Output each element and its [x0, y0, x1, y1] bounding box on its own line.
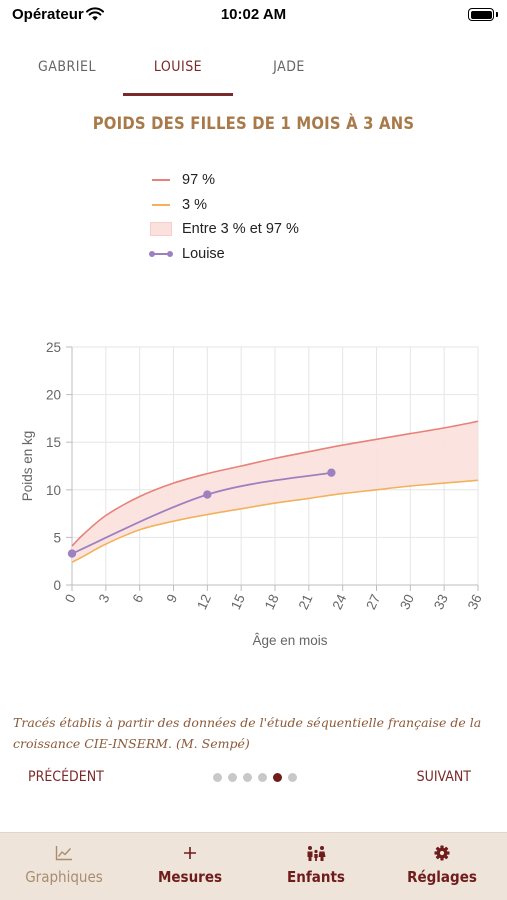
x-tick-label: 9 — [163, 592, 180, 605]
x-tick-label: 27 — [363, 592, 383, 612]
source-note: Tracés établis à partir des données de l… — [13, 715, 482, 751]
legend-swatch-3 — [150, 198, 172, 212]
chart-icon — [55, 846, 72, 861]
status-bar: Opérateur 10:02 AM — [0, 0, 507, 34]
page-dot[interactable] — [243, 773, 252, 782]
page-dot[interactable] — [213, 773, 222, 782]
child-tabs: GABRIEL LOUISE JADE — [12, 50, 346, 96]
plus-icon — [184, 847, 196, 859]
y-tick-label: 5 — [53, 530, 61, 545]
data-point-louise[interactable] — [203, 490, 212, 499]
battery-icon — [468, 8, 494, 21]
y-tick-label: 15 — [46, 435, 61, 450]
legend-label-louise: Louise — [182, 245, 225, 262]
y-axis-title: Poids en kg — [20, 431, 35, 502]
series-line-3 — [71, 479, 479, 563]
tabbar-label-graphiques: Graphiques — [25, 868, 103, 886]
x-tick-label: 21 — [296, 592, 316, 612]
chart-title: POIDS DES FILLES DE 1 MOIS À 3 ANS — [92, 114, 415, 133]
gear-icon — [434, 845, 450, 861]
x-tick-label: 30 — [397, 592, 417, 612]
pager: PRÉCÉDENT SUIVANT — [0, 767, 507, 791]
wifi-icon — [86, 7, 104, 21]
page-dot[interactable] — [288, 773, 297, 782]
chart-legend: 97 % 3 % Entre 3 % et 97 % Louise — [149, 168, 299, 267]
page-dot[interactable] — [258, 773, 267, 782]
legend-swatch-louise — [149, 247, 173, 261]
x-tick-label: 24 — [329, 591, 349, 611]
legend-item-3[interactable]: 3 % — [150, 193, 299, 218]
legend-swatch-band — [150, 222, 172, 237]
x-axis-title: Âge en mois — [252, 633, 327, 648]
legend-swatch-97 — [150, 173, 172, 187]
tab-bar: Graphiques Mesures Enfants — [0, 832, 507, 900]
legend-item-louise[interactable]: Louise — [149, 242, 299, 267]
page-dot[interactable] — [228, 773, 237, 782]
page-dot[interactable] — [273, 773, 282, 782]
data-point-louise[interactable] — [327, 468, 336, 477]
legend-item-97[interactable]: 97 % — [150, 168, 299, 193]
x-tick-label: 15 — [228, 592, 248, 612]
previous-button[interactable]: PRÉCÉDENT — [28, 769, 104, 785]
family-icon — [307, 846, 326, 861]
data-point-louise[interactable] — [67, 549, 77, 558]
tab-louise[interactable]: LOUISE — [153, 59, 203, 75]
y-tick-label: 25 — [46, 340, 61, 355]
series-line-97 — [71, 420, 479, 547]
x-tick-label: 33 — [431, 592, 451, 612]
y-tick-label: 10 — [46, 483, 61, 498]
tabbar-enfants[interactable]: Enfants — [253, 833, 379, 900]
legend-label-97: 97 % — [182, 172, 216, 189]
y-tick-label: 0 — [53, 578, 61, 593]
tabbar-label-mesures: Mesures — [157, 868, 223, 886]
next-button[interactable]: SUIVANT — [416, 769, 471, 785]
tabbar-mesures[interactable]: Mesures — [127, 833, 253, 900]
page-dots — [213, 773, 303, 785]
tab-gabriel[interactable]: GABRIEL — [38, 59, 96, 75]
carrier-label: Opérateur — [12, 6, 84, 23]
tabbar-graphiques[interactable]: Graphiques — [1, 833, 127, 900]
y-tick-label: 20 — [46, 388, 61, 403]
active-tab-indicator — [123, 93, 233, 96]
x-tick-label: 0 — [62, 592, 79, 605]
battery-tip — [496, 12, 498, 17]
x-tick-label: 18 — [262, 592, 282, 612]
clock-label: 10:02 AM — [220, 6, 287, 23]
band-3-97-area — [72, 421, 478, 563]
tabbar-reglages[interactable]: Réglages — [379, 833, 505, 900]
x-tick-label: 36 — [465, 592, 485, 612]
legend-item-band[interactable]: Entre 3 % et 97 % — [150, 217, 299, 242]
tabbar-label-reglages: Réglages — [407, 868, 477, 886]
x-tick-label: 6 — [130, 592, 147, 605]
x-tick-label: 12 — [194, 592, 214, 612]
legend-label-band: Entre 3 % et 97 % — [182, 221, 299, 238]
legend-label-3: 3 % — [182, 196, 207, 213]
tab-jade[interactable]: JADE — [273, 59, 305, 75]
x-tick-label: 3 — [96, 592, 113, 605]
tabbar-label-enfants: Enfants — [287, 868, 345, 886]
